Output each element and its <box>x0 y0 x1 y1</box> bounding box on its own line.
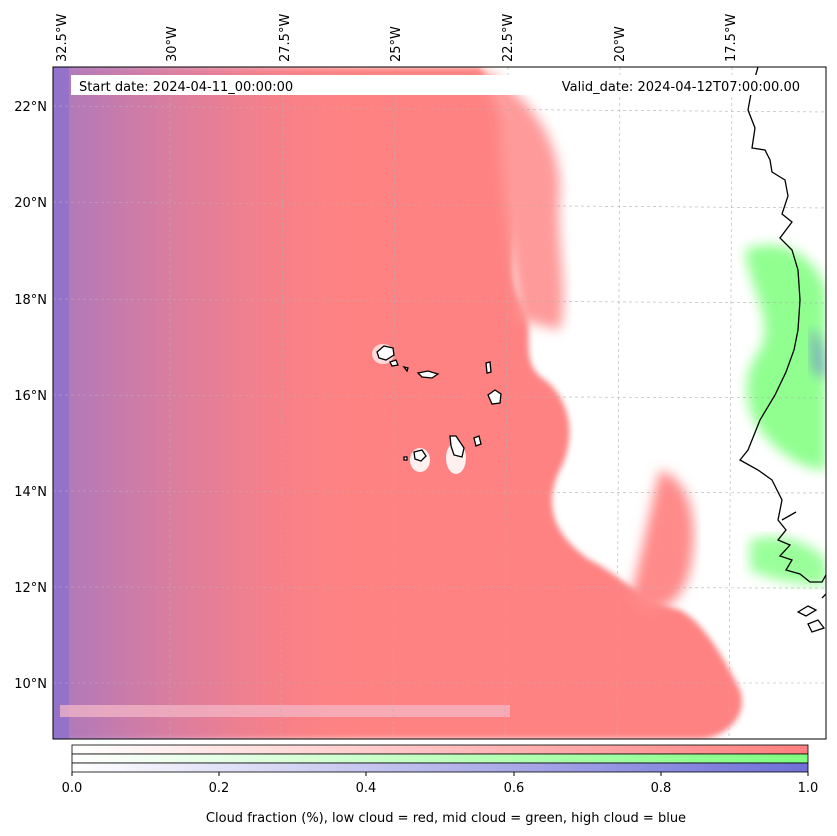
lon-label: 17.5°W <box>724 14 739 62</box>
colorbar-low <box>71 744 809 755</box>
latitude-labels: 22°N 20°N 18°N 16°N 14°N 12°N 10°N <box>14 100 47 692</box>
colorbar-high <box>71 762 809 773</box>
cloud-field <box>53 67 826 739</box>
colorbar: 0.0 0.2 0.4 0.6 0.8 1.0 Cloud fraction (… <box>62 744 819 826</box>
coastline <box>739 67 826 633</box>
colorbar-ticks <box>71 772 809 776</box>
colorbar-tick-label: 0.6 <box>504 781 525 796</box>
mid-cloud-area <box>745 244 826 470</box>
lon-label: 22.5°W <box>501 14 516 62</box>
lat-label: 12°N <box>14 581 47 596</box>
lat-label: 16°N <box>14 389 47 404</box>
lon-label: 27.5°W <box>278 14 293 62</box>
colorbar-tick-label: 0.4 <box>356 781 377 796</box>
island-sao-nicolau <box>416 370 440 379</box>
island-sao-vicente <box>389 359 399 367</box>
mid-cloud-south <box>750 536 826 585</box>
header-band <box>71 75 806 95</box>
island-santiago <box>449 435 465 458</box>
lon-label: 32.5°W <box>55 14 70 62</box>
southern-edge-band <box>60 705 510 717</box>
colorbar-label: Cloud fraction (%), low cloud = red, mid… <box>206 811 686 826</box>
lat-label: 10°N <box>14 677 47 692</box>
high-cloud-coast <box>810 330 826 380</box>
low-cloud-streak <box>630 470 694 610</box>
lon-label: 20°W <box>613 26 628 62</box>
colorbar-tick-label: 0.2 <box>209 781 230 796</box>
lat-label: 20°N <box>14 196 47 211</box>
gridlines <box>53 67 826 739</box>
lat-label: 18°N <box>14 293 47 308</box>
lon-label: 25°W <box>389 26 404 62</box>
colorbar-mid <box>71 753 809 764</box>
western-edge-band <box>53 67 69 739</box>
africa-coastline <box>739 67 826 583</box>
lon-label: 30°W <box>165 26 180 62</box>
island-brava <box>403 456 408 461</box>
valid-date: Valid_date: 2024-04-12T07:00:00.00 <box>562 80 800 95</box>
colorbar-tick-label: 0.8 <box>651 781 672 796</box>
colorbar-tick-label: 1.0 <box>798 781 819 796</box>
island-santo-antao <box>376 345 395 361</box>
island-santa-luzia <box>402 365 409 373</box>
island-maio <box>473 435 482 447</box>
lat-label: 14°N <box>14 485 47 500</box>
lat-label: 22°N <box>14 100 47 115</box>
high-cloud-overlay <box>53 67 513 739</box>
cape-verde-islands <box>376 345 502 462</box>
island-boa-vista <box>487 389 502 405</box>
colorbar-tick-label: 0.0 <box>62 781 83 796</box>
longitude-labels: 32.5°W 30°W 27.5°W 25°W 22.5°W 20°W 17.5… <box>55 14 739 62</box>
island-sal <box>485 361 492 374</box>
island-fogo <box>413 449 427 462</box>
start-date: Start date: 2024-04-11_00:00:00 <box>79 80 293 95</box>
map-frame <box>52 66 827 740</box>
